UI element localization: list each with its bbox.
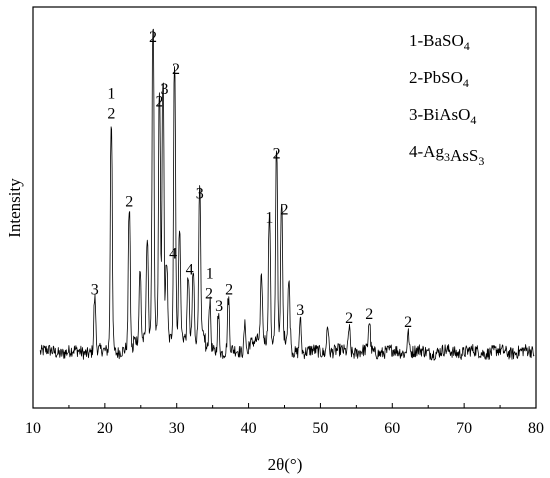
peak-label: 4	[169, 246, 177, 263]
x-tick-label: 10	[25, 420, 41, 437]
legend-entry-2: 2-PbSO4	[409, 68, 469, 90]
peak-label: 1	[206, 266, 214, 283]
peak-label: 2	[172, 61, 180, 78]
peak-label: 3	[160, 81, 168, 98]
peak-label: 2	[125, 194, 133, 211]
x-tick-label: 20	[97, 420, 113, 437]
peak-label: 3	[91, 282, 99, 299]
peak-label: 2	[205, 286, 213, 303]
x-tick-label: 70	[456, 420, 472, 437]
peak-label: 2	[149, 29, 157, 46]
peak-label: 2	[273, 145, 281, 162]
peak-label: 1	[107, 85, 115, 102]
peak-label: 4	[186, 262, 194, 279]
legend-entry-4: 4-Ag3AsS3	[409, 142, 484, 168]
legend-entry-3: 3-BiAsO4	[409, 105, 476, 127]
x-tick-label: 50	[312, 420, 328, 437]
peak-label: 2	[155, 93, 163, 110]
x-tick-label: 80	[528, 420, 544, 437]
xrd-pattern-line	[39, 28, 535, 361]
legend: 1-BaSO4 2-PbSO4 3-BiAsO4 4-Ag3AsS3	[409, 31, 484, 168]
peak-label: 2	[281, 202, 289, 219]
peak-label: 2	[404, 314, 412, 331]
x-tick-label: 40	[241, 420, 257, 437]
legend-entry-1: 1-BaSO4	[409, 31, 470, 53]
peak-label: 2	[107, 105, 115, 122]
x-tick-label: 60	[384, 420, 400, 437]
y-axis-title: Intensity	[5, 178, 24, 238]
x-axis: 10 20 30 40 50 60 70 80	[25, 403, 544, 437]
peak-label: 2	[345, 310, 353, 327]
peak-label: 2	[225, 282, 233, 299]
peak-label: 1	[265, 210, 273, 227]
x-tick-label: 30	[169, 420, 185, 437]
peak-label: 3	[215, 298, 223, 315]
peak-label: 3	[196, 185, 204, 202]
peak-label: 2	[365, 306, 373, 323]
x-axis-title: 2θ(°)	[268, 455, 303, 474]
peak-label: 3	[296, 302, 304, 319]
